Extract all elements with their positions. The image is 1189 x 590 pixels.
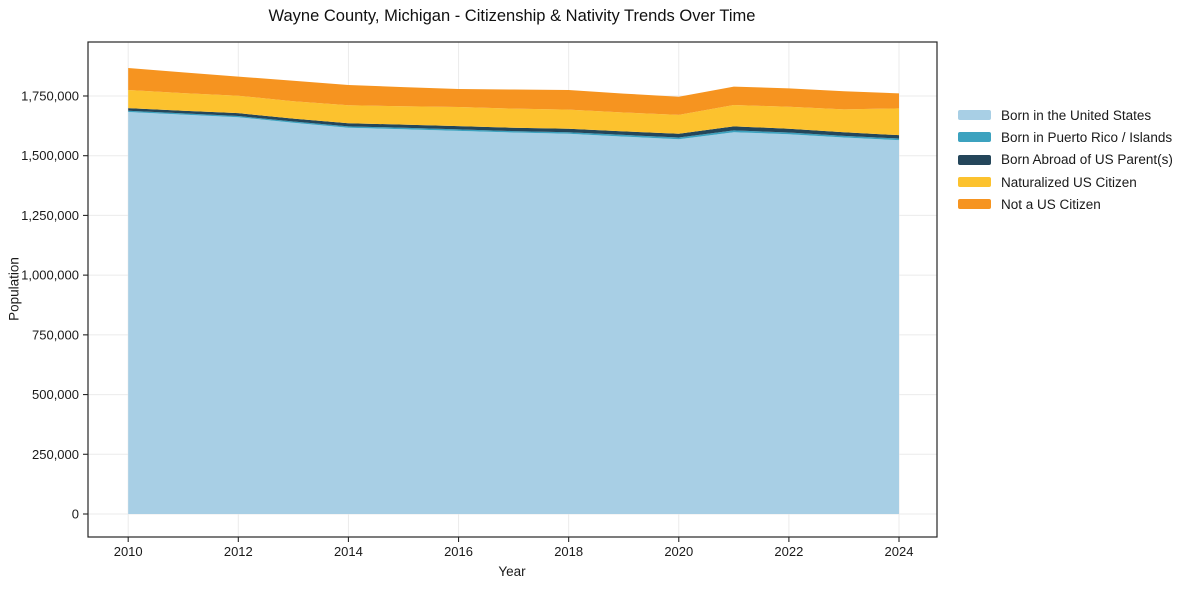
area-born-abroad-of-us-parent-s <box>128 108 900 139</box>
legend-swatch <box>958 110 991 121</box>
legend-item-born-in-the-united-states: Born in the United States <box>958 104 1173 126</box>
legend-item-born-abroad-of-us-parent-s: Born Abroad of US Parent(s) <box>958 149 1173 171</box>
x-tick-label: 2018 <box>554 544 583 559</box>
area-not-a-us-citizen <box>128 68 900 115</box>
x-tick-label: 2016 <box>444 544 473 559</box>
x-axis-label: Year <box>498 564 526 579</box>
legend-item-born-in-puerto-rico-islands: Born in Puerto Rico / Islands <box>958 126 1173 148</box>
x-tick-label: 2020 <box>664 544 693 559</box>
x-tick-label: 2024 <box>885 544 914 559</box>
legend-label: Not a US Citizen <box>1001 196 1101 212</box>
legend-swatch <box>958 154 991 165</box>
legend-swatch <box>958 199 991 210</box>
y-tick-label: 1,250,000 <box>21 208 79 223</box>
legend-item-naturalized-us-citizen: Naturalized US Citizen <box>958 171 1173 193</box>
y-tick-label: 750,000 <box>32 327 79 342</box>
legend-swatch <box>958 132 991 143</box>
legend-label: Naturalized US Citizen <box>1001 174 1137 190</box>
chart-title: Wayne County, Michigan - Citizenship & N… <box>268 7 756 25</box>
legend-label: Born in the United States <box>1001 107 1152 123</box>
legend-item-not-a-us-citizen: Not a US Citizen <box>958 193 1173 215</box>
y-axis-label: Population <box>6 257 22 321</box>
area-naturalized-us-citizen <box>128 90 900 136</box>
y-tick-label: 0 <box>72 506 79 521</box>
y-tick-label: 250,000 <box>32 447 79 462</box>
plot-frame <box>87 41 938 538</box>
x-tick-label: 2012 <box>224 544 253 559</box>
legend-label: Born in Puerto Rico / Islands <box>1001 129 1173 145</box>
y-tick-label: 1,750,000 <box>21 88 79 103</box>
legend: Born in the United States Born in Puerto … <box>958 104 1173 215</box>
x-tick-label: 2014 <box>334 544 363 559</box>
y-tick-label: 500,000 <box>32 387 79 402</box>
x-tick-label: 2022 <box>774 544 803 559</box>
legend-label: Born Abroad of US Parent(s) <box>1001 152 1173 168</box>
x-tick-label: 2010 <box>114 544 143 559</box>
y-tick-label: 1,500,000 <box>21 148 79 163</box>
y-tick-label: 1,000,000 <box>21 268 79 283</box>
legend-swatch <box>958 177 991 188</box>
area-born-in-the-united-states <box>128 111 900 515</box>
